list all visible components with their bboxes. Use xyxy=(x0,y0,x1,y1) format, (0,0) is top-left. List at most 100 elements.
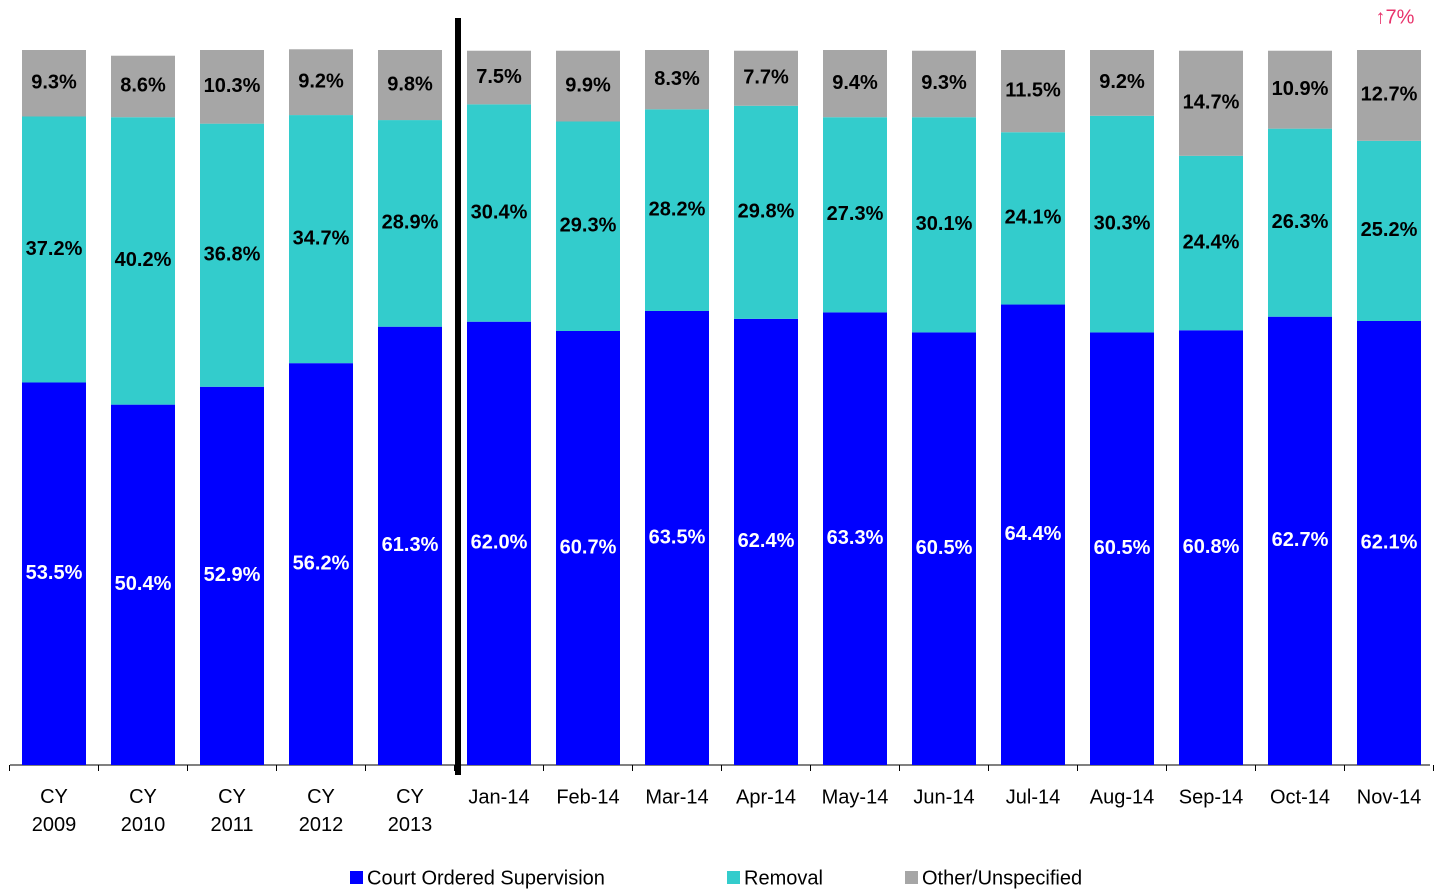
bar-segment xyxy=(823,50,887,118)
value-label: 29.8% xyxy=(738,201,795,223)
annotation: ↑7% xyxy=(1376,6,1415,28)
value-label: 10.9% xyxy=(1272,78,1329,100)
bar-segment xyxy=(111,117,175,405)
x-tick-label: Feb-14 xyxy=(556,786,619,808)
bar-segment xyxy=(734,105,798,319)
x-tick-label: CY 2009 xyxy=(32,786,77,836)
bar-segment xyxy=(912,50,976,118)
x-tick-label: Jan-14 xyxy=(468,786,529,808)
x-tick-label: Apr-14 xyxy=(736,786,796,808)
bar-segment xyxy=(1090,115,1154,333)
bar-segment xyxy=(1357,320,1421,765)
bar-segment xyxy=(645,310,709,765)
bar-segment xyxy=(1090,50,1154,116)
value-label: 9.2% xyxy=(1099,71,1145,93)
bar-segment xyxy=(22,50,86,117)
bar-segment xyxy=(1357,140,1421,321)
bar-segment xyxy=(1357,50,1421,141)
legend-swatch xyxy=(905,871,918,884)
value-label: 62.4% xyxy=(738,530,795,552)
x-tick-label: Jul-14 xyxy=(1006,786,1060,808)
value-label: 9.9% xyxy=(565,74,611,96)
legend-label: Court Ordered Supervision xyxy=(367,867,605,889)
value-label: 30.3% xyxy=(1094,212,1151,234)
bar-segment xyxy=(1268,316,1332,765)
bar-segment xyxy=(823,312,887,765)
bar-segment xyxy=(467,321,531,765)
bar-segment xyxy=(556,50,620,122)
value-label: 24.4% xyxy=(1183,231,1240,253)
bar-segment xyxy=(378,120,442,327)
value-label: 61.3% xyxy=(382,534,439,556)
value-label: 62.1% xyxy=(1361,531,1418,553)
value-label: 60.8% xyxy=(1183,536,1240,558)
bar-segment xyxy=(1001,132,1065,305)
value-label: 63.5% xyxy=(649,526,706,548)
bar-segment xyxy=(734,50,798,106)
bar-segment xyxy=(645,50,709,110)
value-label: 24.1% xyxy=(1005,207,1062,229)
value-label: 11.5% xyxy=(1005,79,1061,101)
value-label: 14.7% xyxy=(1183,92,1240,114)
value-label: 30.4% xyxy=(471,201,528,223)
x-tick-label: May-14 xyxy=(822,786,889,808)
bar-segment xyxy=(467,104,531,322)
bar-segment xyxy=(556,330,620,765)
bar-segment xyxy=(467,50,531,105)
value-label: 56.2% xyxy=(293,552,350,574)
value-label: 36.8% xyxy=(204,243,261,265)
value-label: 7.7% xyxy=(743,67,789,89)
value-label: 9.4% xyxy=(832,72,878,94)
value-label: 60.5% xyxy=(916,537,973,559)
x-tick-label: CY 2011 xyxy=(210,786,253,836)
bar-segment xyxy=(22,116,86,383)
bar-segment xyxy=(734,318,798,765)
x-tick-label: CY 2010 xyxy=(121,786,166,836)
value-label: 28.2% xyxy=(649,198,706,220)
value-label: 60.5% xyxy=(1094,537,1151,559)
x-tick-label: Jun-14 xyxy=(913,786,974,808)
value-label: 12.7% xyxy=(1361,84,1418,106)
value-label: 9.3% xyxy=(921,72,967,94)
bar-segment xyxy=(22,382,86,765)
value-label: 63.3% xyxy=(827,527,884,549)
value-label: 37.2% xyxy=(26,238,83,260)
bar-segment xyxy=(200,123,264,387)
bar-segment xyxy=(200,386,264,765)
bar-segment xyxy=(111,404,175,765)
value-label: 9.3% xyxy=(31,72,77,94)
bar-segment xyxy=(1090,332,1154,765)
x-tick-label: CY 2012 xyxy=(299,786,344,836)
value-label: 62.0% xyxy=(471,532,528,554)
value-label: 27.3% xyxy=(827,203,884,225)
legend-swatch xyxy=(727,871,740,884)
value-label: 25.2% xyxy=(1361,219,1418,241)
legend-label: Removal xyxy=(744,867,823,889)
bar-segment xyxy=(1179,155,1243,331)
bar-segment xyxy=(378,50,442,121)
value-label: 29.3% xyxy=(560,215,617,237)
bar-segment xyxy=(111,55,175,118)
x-tick-label: Oct-14 xyxy=(1270,786,1330,808)
bar-segment xyxy=(289,363,353,765)
value-label: 64.4% xyxy=(1005,523,1062,545)
value-label: 8.3% xyxy=(654,68,700,90)
bar-segment xyxy=(912,332,976,765)
value-label: 53.5% xyxy=(26,562,83,584)
value-label: 62.7% xyxy=(1272,529,1329,551)
value-label: 34.7% xyxy=(293,227,350,249)
bar-segment xyxy=(1001,304,1065,765)
x-tick-label: Sep-14 xyxy=(1179,786,1244,808)
x-tick-label: CY 2013 xyxy=(388,786,433,836)
value-label: 26.3% xyxy=(1272,211,1329,233)
bar-segment xyxy=(200,50,264,124)
value-label: 10.3% xyxy=(204,75,261,97)
value-label: 9.2% xyxy=(298,70,344,92)
bar-segment xyxy=(289,49,353,116)
bar-segment xyxy=(1268,50,1332,129)
value-label: 7.5% xyxy=(476,66,522,88)
bar-segment xyxy=(823,117,887,313)
bar-segment xyxy=(912,117,976,333)
x-tick-label: Aug-14 xyxy=(1090,786,1155,808)
bar-segment xyxy=(556,121,620,331)
